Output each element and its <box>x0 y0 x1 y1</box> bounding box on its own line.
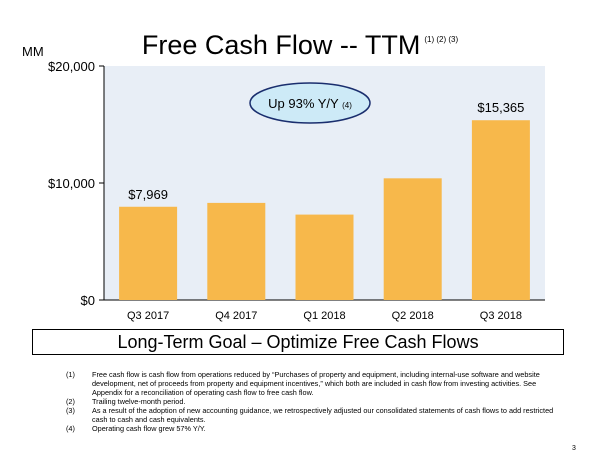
chart-title: Free Cash Flow -- TTM (1) (2) (3) <box>0 24 600 61</box>
data-label: $7,969 <box>128 187 168 202</box>
title-footnote-refs: (1) (2) (3) <box>424 35 459 44</box>
page-number: 3 <box>572 445 576 452</box>
callout-text: Up 93% Y/Y (4) <box>268 96 352 111</box>
footnote: (2) Trailing twelve-month period. <box>66 397 556 406</box>
footnote-number: (3) <box>66 406 75 415</box>
y-tick-label: $20,000 <box>48 59 95 74</box>
bar <box>383 178 442 300</box>
footnotes: (1) Free cash flow is cash flow from oper… <box>66 370 556 433</box>
footnote-number: (1) <box>66 370 75 379</box>
bar <box>207 202 266 300</box>
footnote-text: As a result of the adoption of new accou… <box>92 406 554 424</box>
footnote: (1) Free cash flow is cash flow from oper… <box>66 370 556 397</box>
unit-label: MM <box>22 44 44 59</box>
bar <box>119 206 178 300</box>
goal-box: Long-Term Goal – Optimize Free Cash Flow… <box>32 329 564 355</box>
chart-title-text: Free Cash Flow -- TTM <box>141 30 421 60</box>
footnote-text: Trailing twelve-month period. <box>92 397 186 406</box>
bar <box>471 120 530 301</box>
footnote-number: (2) <box>66 397 75 406</box>
footnote: (4) Operating cash flow grew 57% Y/Y. <box>66 424 556 433</box>
bar <box>295 214 354 300</box>
y-tick-label: $10,000 <box>48 176 95 191</box>
x-tick-label: Q3 2017 <box>127 310 169 322</box>
callout-ellipse <box>249 82 371 124</box>
footnote: (3) As a result of the adoption of new ac… <box>66 406 556 424</box>
bar-chart: $0 $10,000 $20,000 Q3 2017 $7,969 Q4 2017 Q1 2… <box>48 59 545 322</box>
x-tick-label: Q3 2018 <box>480 310 522 322</box>
footnote-number: (4) <box>66 424 75 433</box>
data-label: $15,365 <box>477 100 524 115</box>
x-tick-label: Q4 2017 <box>215 310 257 322</box>
y-tick-label: $0 <box>81 293 95 308</box>
x-tick-label: Q1 2018 <box>303 310 345 322</box>
x-tick-label: Q2 2018 <box>392 310 434 322</box>
footnote-text: Free cash flow is cash flow from operati… <box>92 370 540 397</box>
footnote-text: Operating cash flow grew 57% Y/Y. <box>92 424 206 433</box>
